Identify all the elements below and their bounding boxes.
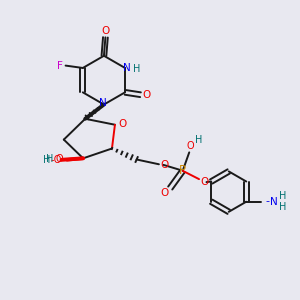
Text: O: O: [101, 26, 110, 35]
Text: -: -: [265, 196, 269, 206]
Text: H: H: [46, 154, 53, 164]
Text: -O: -O: [51, 155, 62, 165]
Text: H: H: [43, 155, 50, 165]
Text: O: O: [161, 160, 169, 170]
Text: O: O: [187, 141, 194, 151]
Text: P: P: [179, 164, 186, 177]
Text: F: F: [57, 61, 63, 70]
Text: N: N: [100, 98, 107, 108]
Text: H: H: [195, 135, 202, 145]
Text: O: O: [200, 176, 208, 187]
Text: O: O: [56, 154, 63, 164]
Text: H: H: [279, 202, 286, 212]
Text: N: N: [270, 197, 278, 207]
Text: N: N: [123, 63, 130, 73]
Text: H: H: [279, 191, 286, 201]
Text: O: O: [118, 119, 126, 129]
Text: O: O: [161, 188, 169, 197]
Text: O: O: [142, 90, 151, 100]
Text: H: H: [133, 64, 140, 74]
